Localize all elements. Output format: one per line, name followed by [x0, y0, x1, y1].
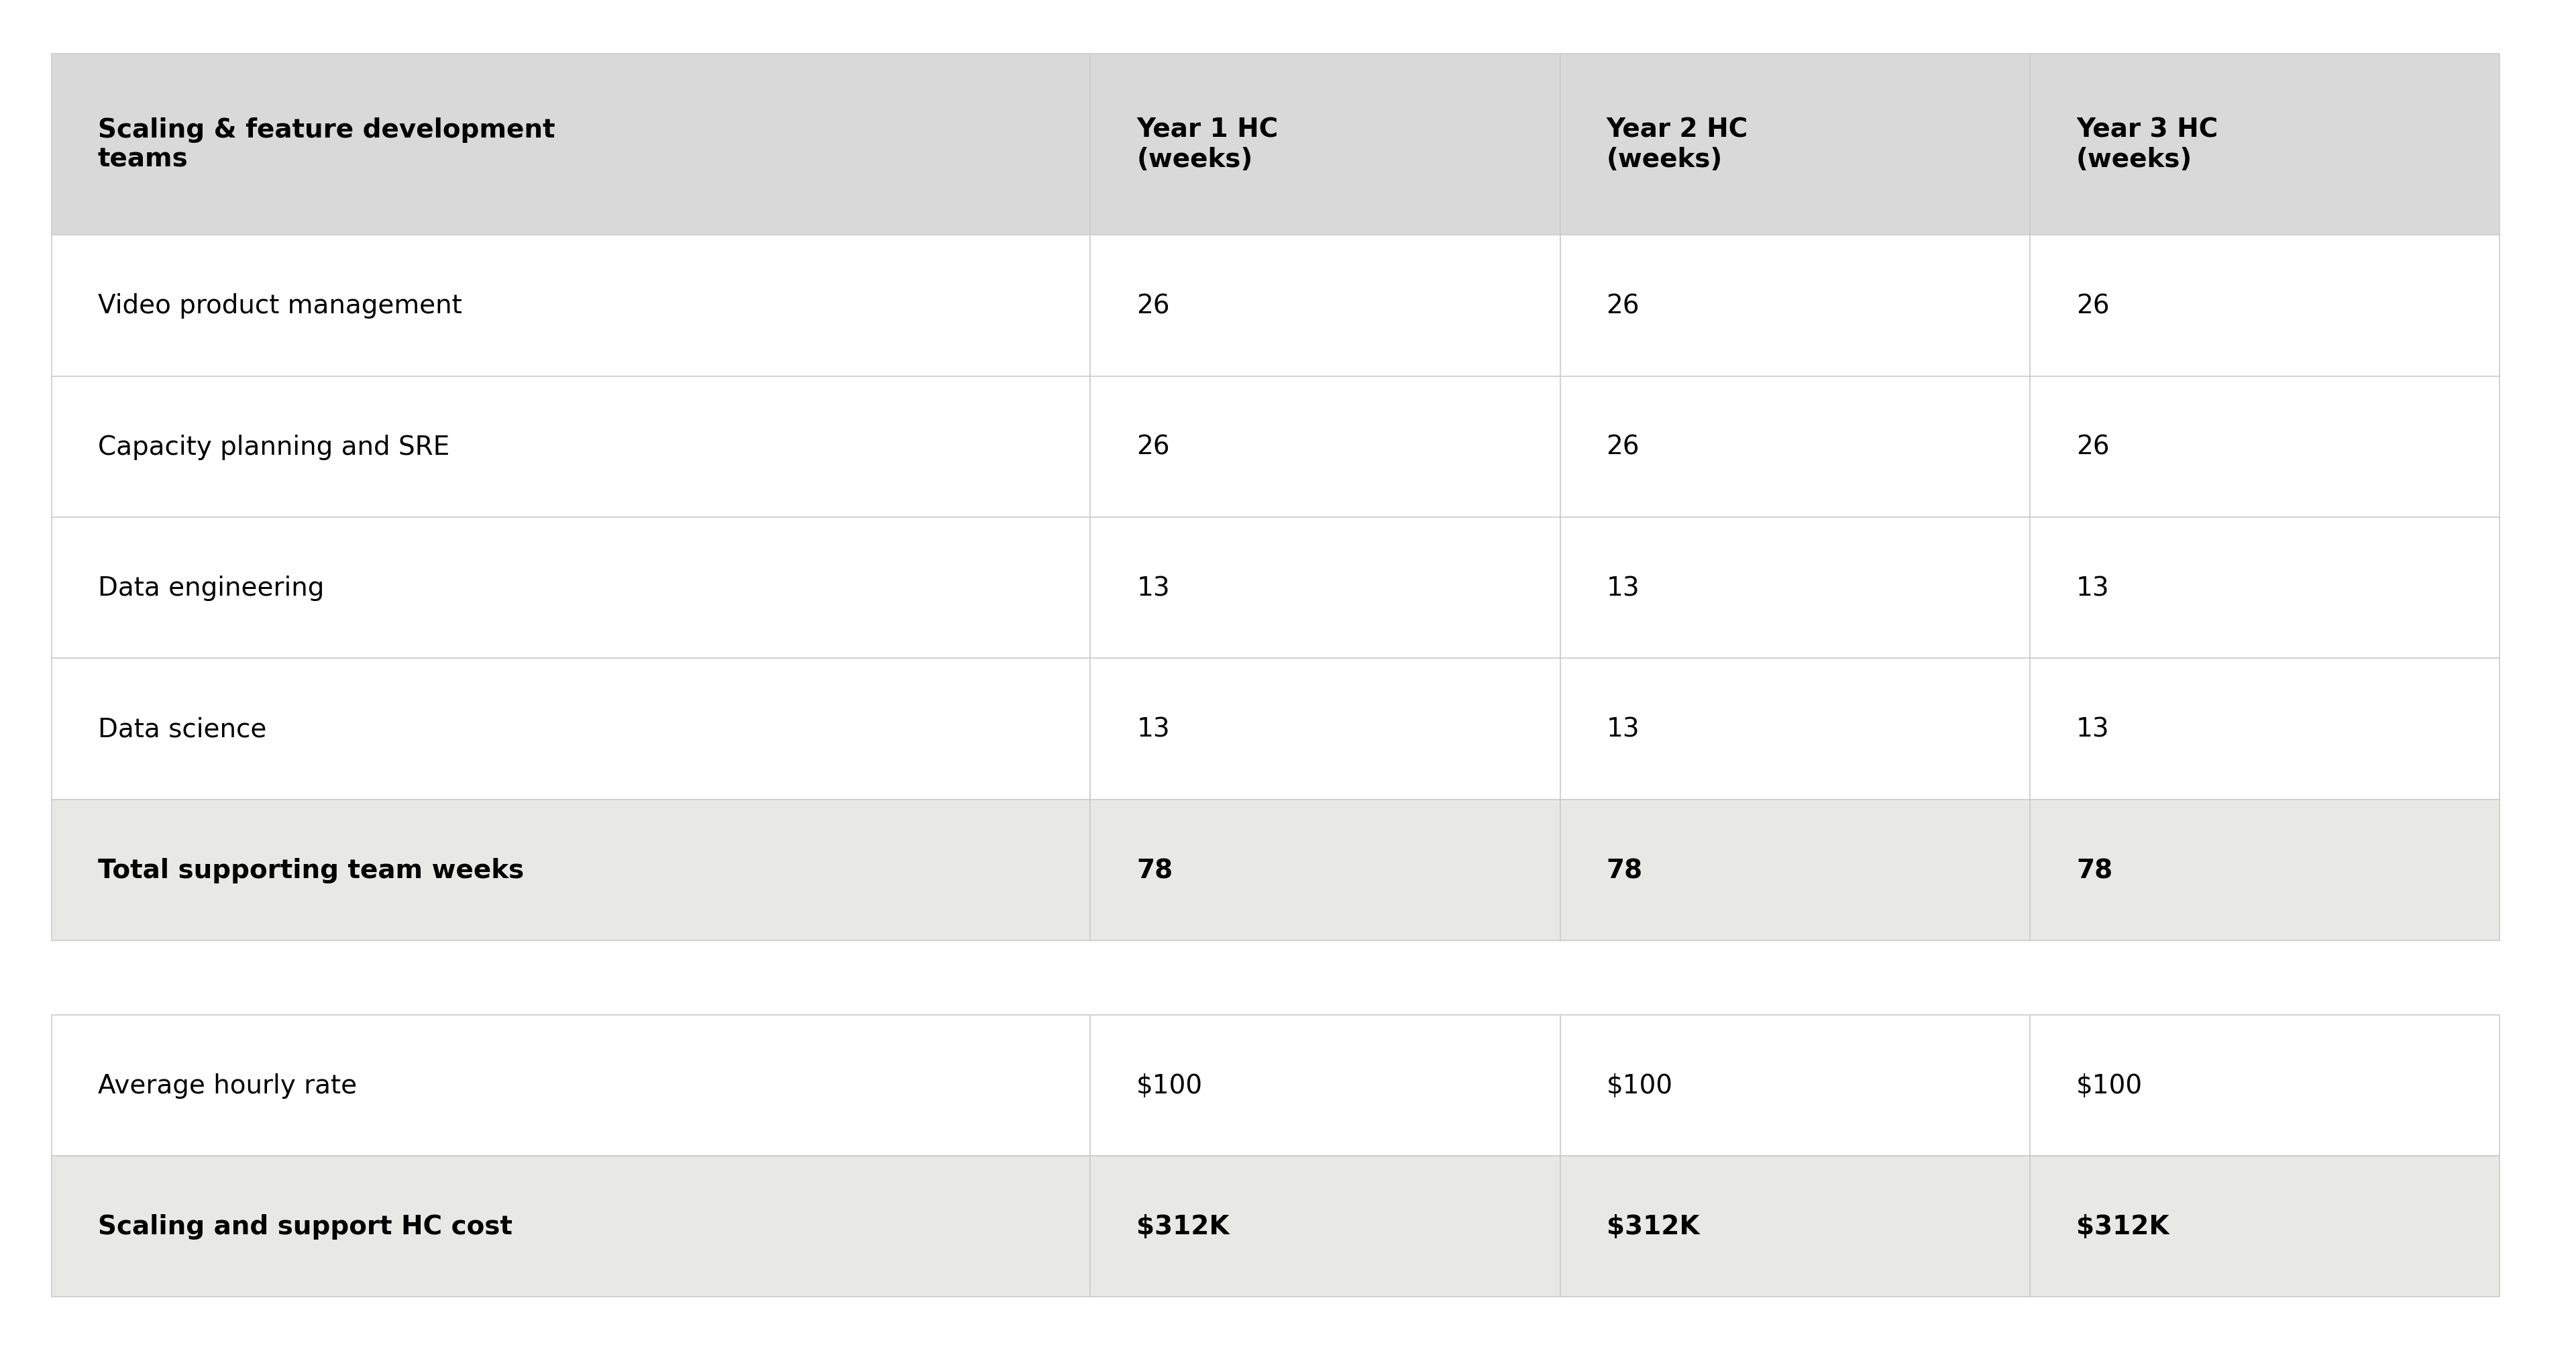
- Text: 26: 26: [2076, 293, 2110, 319]
- Bar: [2030, 54, 2499, 235]
- Text: 26: 26: [2076, 434, 2110, 459]
- Text: $312K: $312K: [2076, 1213, 2169, 1239]
- Text: 26: 26: [1136, 434, 1170, 459]
- Text: Video product management: Video product management: [98, 293, 461, 319]
- Text: 13: 13: [2076, 716, 2110, 742]
- Bar: [2030, 1156, 2499, 1297]
- Bar: [1090, 235, 1561, 377]
- Bar: [1561, 54, 2030, 235]
- Bar: [52, 54, 1090, 235]
- Bar: [1090, 1015, 1561, 1156]
- Bar: [2030, 659, 2499, 800]
- Bar: [52, 1015, 1090, 1156]
- Bar: [1561, 235, 2030, 377]
- Text: Capacity planning and SRE: Capacity planning and SRE: [98, 434, 451, 459]
- Text: Year 1 HC
(weeks): Year 1 HC (weeks): [1136, 118, 1278, 172]
- Bar: [1561, 1015, 2030, 1156]
- Text: Year 2 HC
(weeks): Year 2 HC (weeks): [1607, 118, 1749, 172]
- Text: 13: 13: [1136, 576, 1170, 601]
- Bar: [2030, 800, 2499, 940]
- Bar: [1090, 659, 1561, 800]
- Bar: [52, 659, 1090, 800]
- Bar: [52, 800, 1090, 940]
- Text: $312K: $312K: [1136, 1213, 1229, 1239]
- Bar: [1090, 54, 1561, 235]
- Text: $100: $100: [1136, 1073, 1203, 1098]
- Text: 78: 78: [1136, 858, 1172, 884]
- Text: 78: 78: [1607, 858, 1643, 884]
- Text: Total supporting team weeks: Total supporting team weeks: [98, 858, 523, 884]
- Bar: [2030, 1015, 2499, 1156]
- Text: 78: 78: [2076, 858, 2112, 884]
- Text: Year 3 HC
(weeks): Year 3 HC (weeks): [2076, 118, 2218, 172]
- Bar: [1561, 800, 2030, 940]
- Bar: [1561, 377, 2030, 517]
- Text: Data science: Data science: [98, 716, 265, 742]
- Text: Scaling & feature development
teams: Scaling & feature development teams: [98, 118, 554, 172]
- Text: 13: 13: [1607, 576, 1641, 601]
- Bar: [1090, 517, 1561, 659]
- Text: $312K: $312K: [1607, 1213, 1700, 1239]
- Text: Average hourly rate: Average hourly rate: [98, 1073, 358, 1098]
- Bar: [52, 377, 1090, 517]
- Text: 26: 26: [1607, 293, 1641, 319]
- Bar: [1561, 659, 2030, 800]
- Text: $100: $100: [2076, 1073, 2143, 1098]
- Bar: [2030, 377, 2499, 517]
- Bar: [1561, 1156, 2030, 1297]
- Text: 26: 26: [1607, 434, 1641, 459]
- Text: Scaling and support HC cost: Scaling and support HC cost: [98, 1213, 513, 1239]
- Text: 26: 26: [1136, 293, 1170, 319]
- Bar: [1090, 800, 1561, 940]
- Bar: [1090, 377, 1561, 517]
- Bar: [2030, 517, 2499, 659]
- Bar: [1561, 517, 2030, 659]
- Bar: [2030, 235, 2499, 377]
- Text: 13: 13: [1136, 716, 1170, 742]
- Bar: [1090, 1156, 1561, 1297]
- Bar: [52, 1156, 1090, 1297]
- Text: 13: 13: [1607, 716, 1641, 742]
- Bar: [52, 517, 1090, 659]
- Bar: [52, 235, 1090, 377]
- Text: 13: 13: [2076, 576, 2110, 601]
- Text: $100: $100: [1607, 1073, 1672, 1098]
- Text: Data engineering: Data engineering: [98, 576, 325, 601]
